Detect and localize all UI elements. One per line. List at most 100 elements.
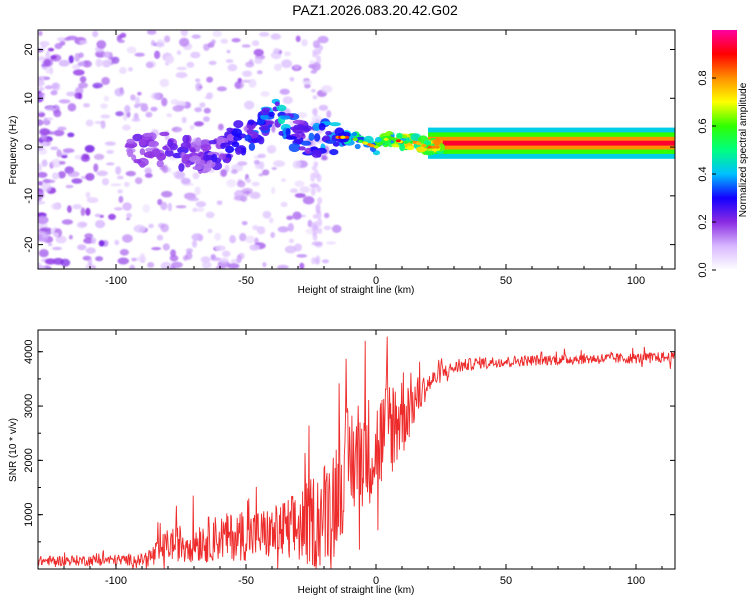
ridge-core	[412, 140, 418, 144]
noise-blob	[216, 86, 227, 92]
noise-blob	[257, 153, 267, 159]
ridge-blob	[156, 159, 164, 168]
noise-blob	[96, 40, 107, 49]
noise-blob	[84, 145, 95, 153]
noise-blob	[72, 64, 81, 70]
ridge-blob	[325, 130, 332, 136]
snr-frame	[37, 329, 676, 570]
noise-blob	[38, 76, 49, 81]
noise-blob	[148, 223, 154, 229]
noise-blob	[86, 197, 99, 204]
noise-blob	[203, 107, 211, 114]
noise-blob	[231, 169, 238, 175]
signal-ridge	[124, 98, 675, 174]
noise-blob	[326, 110, 332, 118]
noise-blob	[241, 79, 251, 83]
noise-blob	[313, 161, 319, 167]
noise-blob	[270, 232, 276, 238]
noise-blob	[38, 30, 43, 36]
noise-blob	[229, 235, 237, 244]
noise-blob	[50, 55, 57, 60]
x-tick-label: -100	[105, 275, 127, 287]
noise-blob	[38, 171, 48, 178]
ridge-blob	[312, 122, 321, 131]
spectrogram-y-axis-label: Frequency (Hz)	[8, 116, 19, 185]
noise-blob	[307, 219, 313, 228]
noise-blob	[120, 32, 127, 38]
noise-blob	[193, 121, 204, 127]
noise-blob	[242, 70, 253, 77]
y-tick-label: 20	[23, 43, 35, 55]
x-tick-label: -50	[238, 575, 254, 587]
noise-blob	[106, 162, 115, 166]
noise-blob	[43, 179, 56, 184]
noise-blob	[117, 257, 129, 265]
ridge-blob	[195, 137, 202, 147]
noise-blob	[53, 129, 65, 137]
noise-blob	[312, 40, 318, 46]
colorbar-label: Normalized spectral amplitude	[738, 82, 749, 217]
noise-blob	[312, 52, 318, 58]
noise-blob	[239, 233, 247, 242]
ridge-blob	[416, 146, 427, 153]
noise-blob	[316, 55, 321, 65]
noise-blob	[160, 223, 169, 233]
noise-blob	[66, 91, 77, 97]
noise-blob	[38, 200, 46, 205]
noise-blob	[317, 218, 323, 227]
noise-blob	[237, 161, 248, 166]
noise-blob	[271, 123, 276, 133]
noise-blob	[312, 95, 318, 100]
ridge-blob	[233, 120, 244, 129]
noise-blob	[254, 57, 263, 65]
ridge-blob	[396, 132, 403, 139]
noise-blob	[273, 160, 286, 168]
noise-blob	[284, 51, 291, 57]
noise-blob	[61, 219, 74, 225]
colorbar-tick-label: 0.6	[697, 118, 709, 133]
noise-blob	[219, 257, 229, 264]
noise-blob	[169, 255, 179, 262]
ridge-blob	[329, 122, 342, 127]
noise-blob	[54, 43, 63, 50]
ridge-core	[363, 141, 369, 145]
noise-blob	[167, 202, 172, 212]
noise-blob	[85, 173, 95, 181]
ridge-blob	[231, 128, 243, 137]
noise-blob	[170, 249, 177, 257]
noise-blob	[183, 255, 188, 261]
spectrogram-x-axis-label: Height of straight line (km)	[298, 285, 415, 296]
ridge-blob	[222, 142, 231, 148]
noise-blob	[266, 145, 277, 154]
ridge-blob	[126, 138, 135, 144]
ridge-blob	[423, 150, 435, 156]
noise-blob	[176, 128, 182, 132]
noise-blob	[92, 30, 99, 38]
noise-blob	[38, 163, 43, 172]
colorbar-tick-label: 0.2	[697, 214, 709, 229]
noise-blob	[67, 171, 80, 178]
noise-blob	[66, 35, 78, 41]
noise-blob	[175, 72, 188, 79]
noise-blob	[322, 259, 329, 264]
noise-blob	[77, 62, 86, 67]
ridge-core	[383, 137, 389, 141]
ridge-blob	[139, 161, 146, 168]
noise-blob	[93, 163, 99, 172]
noise-blob	[262, 210, 272, 219]
ridge-blob	[248, 142, 256, 151]
noise-blob	[312, 233, 318, 241]
noise-blob	[61, 154, 68, 159]
ridge-blob	[300, 140, 312, 146]
noise-blob	[202, 261, 212, 269]
noise-blob	[249, 191, 261, 199]
noise-blob	[251, 40, 260, 47]
noise-blob	[220, 169, 228, 177]
ridge-blob	[190, 148, 196, 153]
ridge-blob	[159, 131, 170, 137]
noise-blob	[137, 91, 142, 96]
ridge-core	[395, 139, 401, 143]
noise-blob	[308, 64, 317, 69]
noise-blob	[95, 256, 104, 262]
noise-blob	[92, 82, 103, 89]
